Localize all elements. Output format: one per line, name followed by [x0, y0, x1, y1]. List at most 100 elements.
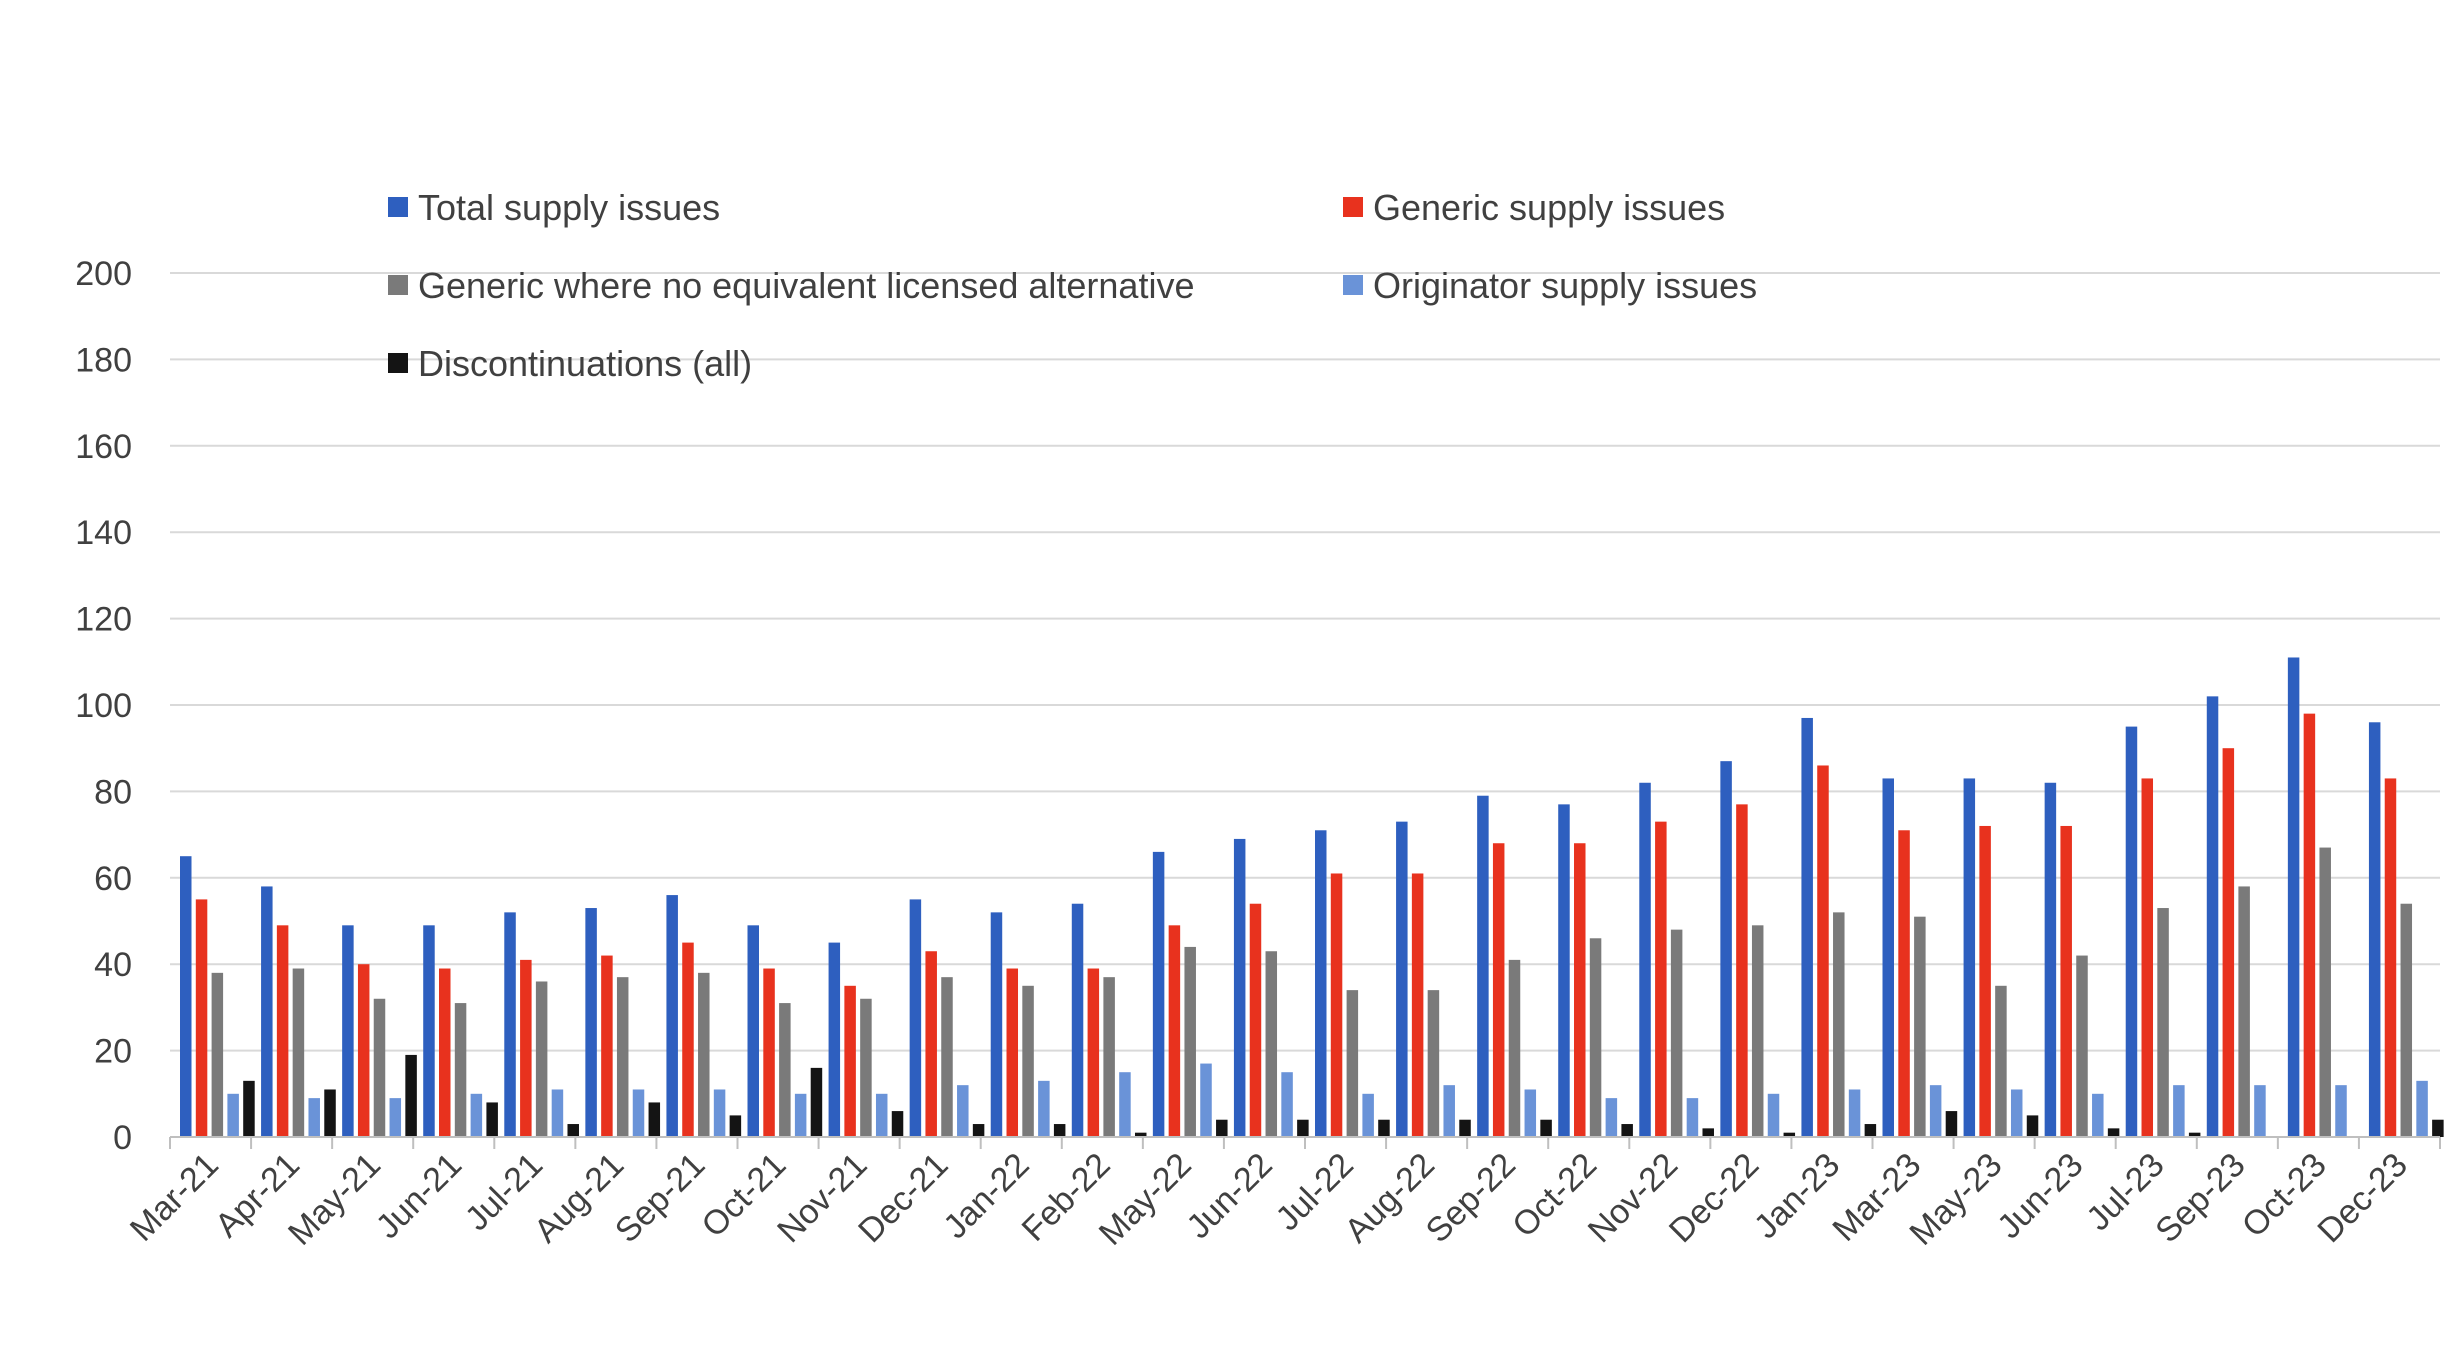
bar-Nov-21-series-2 [860, 998, 872, 1137]
bar-Dec-23-series-4 [2432, 1119, 2444, 1137]
bar-Dec-22-series-2 [1751, 925, 1764, 1137]
bar-May-21-series-3 [389, 1098, 402, 1137]
x-tick-label: Dec-23 [2310, 1146, 2414, 1250]
bar-Jun-22-series-0 [1233, 838, 1246, 1137]
bar-May-23-series-3 [2010, 1089, 2023, 1137]
bar-Oct-23-series-0 [2287, 657, 2300, 1137]
legend: Total supply issues Generic supply issues… [388, 187, 1757, 384]
bar-Aug-22-series-4 [1459, 1119, 1471, 1137]
bar-Sep-21-series-0 [666, 895, 678, 1137]
bar-Aug-22-series-0 [1396, 821, 1408, 1137]
x-tick-label: May-21 [281, 1146, 388, 1253]
bar-Sep-22-series-2 [1508, 959, 1521, 1137]
bar-Mar-23-series-1 [1898, 830, 1910, 1137]
bar-Mar-21-series-1 [195, 899, 208, 1137]
x-tick-label: Sep-23 [2148, 1146, 2252, 1250]
x-tick-label: Nov-22 [1581, 1146, 1685, 1250]
bar-Sep-21-series-1 [682, 942, 694, 1137]
bar-Jun-23-series-4 [2107, 1128, 2120, 1137]
bar-Mar-21-series-2 [211, 972, 224, 1137]
bar-Oct-22-series-1 [1574, 843, 1586, 1137]
bar-Sep-21-series-2 [698, 972, 710, 1137]
bar-Jul-23-series-2 [2157, 908, 2169, 1137]
legend-swatch [388, 275, 408, 295]
x-tick-label: Aug-21 [527, 1146, 631, 1250]
bar-Jan-23-series-2 [1833, 912, 1845, 1137]
legend-swatch [388, 353, 408, 373]
legend-swatch [1343, 275, 1363, 295]
bar-Jan-23-series-0 [1801, 717, 1813, 1137]
bar-Jun-23-series-1 [2060, 825, 2072, 1137]
legend-label: Originator supply issues [1373, 265, 1757, 306]
bar-Jul-21-series-4 [567, 1124, 579, 1137]
bar-May-21-series-2 [373, 998, 386, 1137]
bar-Sep-23-series-0 [2206, 696, 2219, 1137]
bar-Sep-22-series-1 [1492, 843, 1505, 1137]
bar-Oct-21-series-1 [763, 968, 775, 1137]
bar-Jan-22-series-2 [1022, 985, 1034, 1137]
bar-Jan-22-series-4 [1053, 1124, 1066, 1137]
bar-Dec-23-series-2 [2400, 903, 2413, 1137]
bar-Nov-22-series-4 [1702, 1128, 1714, 1137]
bar-Mar-21-series-0 [180, 856, 192, 1137]
y-tick-label: 20 [94, 1033, 132, 1071]
legend-swatch [388, 197, 408, 217]
bar-Jul-23-series-4 [2188, 1132, 2201, 1137]
bar-May-22-series-2 [1184, 946, 1196, 1137]
y-tick-label: 140 [75, 514, 132, 552]
bar-Jul-23-series-3 [2173, 1085, 2185, 1137]
bar-Oct-21-series-4 [810, 1067, 823, 1137]
legend-label: Generic supply issues [1373, 187, 1725, 228]
bar-Apr-21-series-3 [308, 1098, 320, 1137]
y-tick-label: 180 [75, 341, 132, 379]
bar-Feb-22-series-1 [1087, 968, 1100, 1137]
x-tick-label: May-22 [1092, 1146, 1199, 1253]
bar-Oct-23-series-3 [2335, 1085, 2347, 1137]
bar-Oct-23-series-2 [2319, 847, 2331, 1137]
bar-Jul-22-series-2 [1346, 990, 1359, 1137]
bar-May-22-series-0 [1152, 851, 1165, 1137]
bar-Oct-21-series-3 [794, 1093, 807, 1137]
bar-Dec-22-series-3 [1767, 1093, 1780, 1137]
bar-Sep-23-series-2 [2238, 886, 2250, 1137]
bar-Sep-23-series-3 [2254, 1085, 2266, 1137]
bar-Oct-21-series-0 [747, 925, 759, 1137]
bar-Jun-23-series-3 [2092, 1093, 2104, 1137]
bar-Jan-23-series-1 [1817, 765, 1829, 1137]
bar-Dec-23-series-0 [2368, 722, 2381, 1137]
bar-May-23-series-2 [1995, 985, 2007, 1137]
bar-Jul-23-series-1 [2141, 778, 2154, 1137]
legend-label: Discontinuations (all) [418, 343, 752, 384]
y-tick-label: 60 [94, 860, 132, 898]
bar-May-22-series-3 [1200, 1063, 1212, 1137]
bar-Jan-22-series-1 [1006, 968, 1019, 1137]
y-tick-label: 100 [75, 687, 132, 725]
x-tick-label: Dec-22 [1662, 1146, 1766, 1250]
bar-Jun-22-series-3 [1281, 1072, 1293, 1137]
bar-Feb-22-series-0 [1071, 903, 1084, 1137]
bar-Nov-21-series-3 [875, 1093, 888, 1137]
y-tick-label: 0 [113, 1119, 132, 1157]
x-tick-label: Dec-21 [851, 1146, 955, 1250]
bar-Jul-23-series-0 [2125, 726, 2138, 1137]
bar-May-22-series-4 [1216, 1119, 1228, 1137]
x-tick-label: Jan-22 [936, 1146, 1036, 1246]
bar-Jul-22-series-3 [1362, 1093, 1374, 1137]
bar-Sep-22-series-4 [1540, 1119, 1552, 1137]
bar-Dec-21-series-1 [925, 951, 937, 1137]
bar-Dec-23-series-1 [2384, 778, 2397, 1137]
bar-Jul-21-series-2 [535, 981, 548, 1137]
x-tick-label: Jan-23 [1747, 1146, 1847, 1246]
bar-Dec-21-series-3 [957, 1085, 969, 1137]
bar-Aug-21-series-1 [601, 955, 613, 1137]
bar-Dec-22-series-1 [1736, 804, 1748, 1137]
bar-Nov-22-series-3 [1686, 1098, 1699, 1137]
x-tick-label: Jun-22 [1179, 1146, 1279, 1246]
bar-May-21-series-4 [405, 1054, 417, 1137]
bar-Mar-23-series-4 [1945, 1111, 1958, 1137]
bar-Sep-22-series-3 [1524, 1089, 1537, 1137]
x-tick-label: Jun-23 [1990, 1146, 2090, 1246]
bar-Dec-21-series-0 [909, 899, 922, 1137]
bar-Mar-23-series-2 [1914, 916, 1926, 1137]
